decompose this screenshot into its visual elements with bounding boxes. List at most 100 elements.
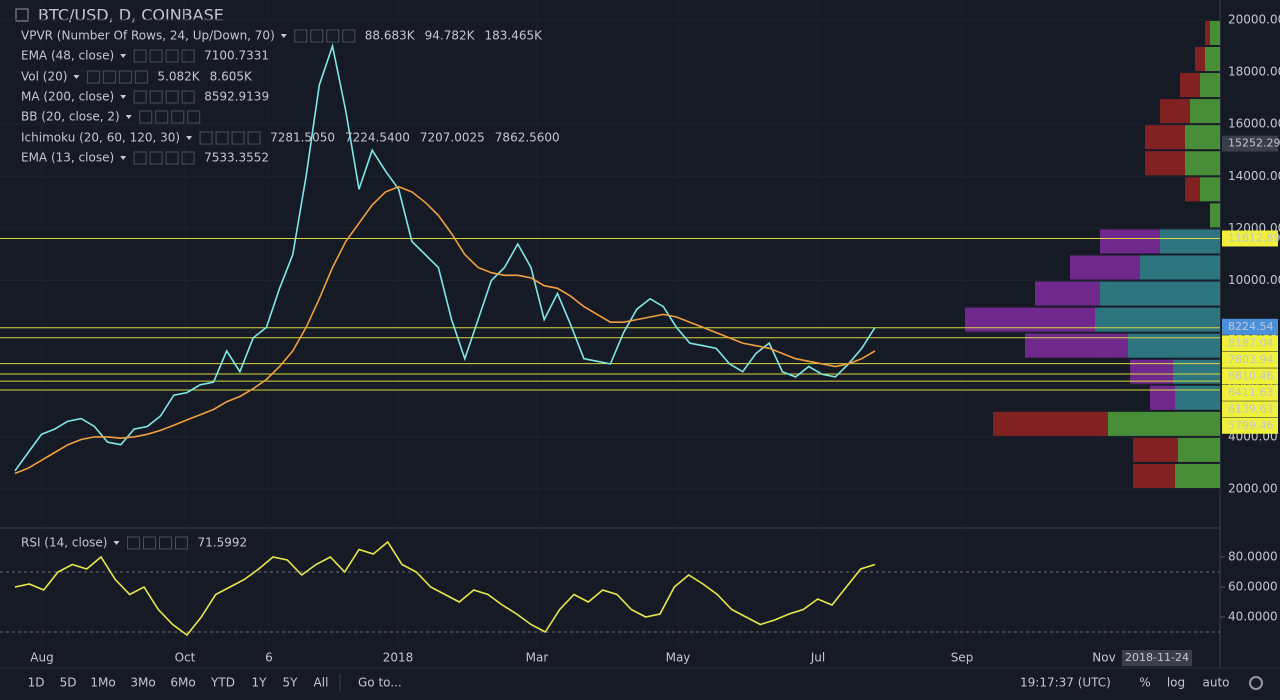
legend-name: EMA (48, close) [21,49,114,63]
rsi-tick-label: 80.0000 [1228,550,1278,564]
legend-icon[interactable] [158,536,172,550]
legend-name: RSI (14, close) [21,536,107,550]
legend-icon[interactable] [134,70,148,84]
legend-readout: 7100.7331 [204,49,269,63]
range-button[interactable]: 5D [60,676,77,690]
profile-down [1070,255,1140,280]
range-button[interactable]: 3Mo [130,676,155,690]
profile-down [1145,125,1185,150]
legend-readout: 7207.0025 [420,131,485,145]
legend-icon[interactable] [326,29,340,43]
legend-icon[interactable] [102,70,116,84]
legend-icon[interactable] [199,131,213,145]
legend-readout: 88.683K [365,29,416,43]
legend-name: Vol (20) [21,70,67,84]
legend-icon[interactable] [139,110,153,124]
range-button[interactable]: YTD [210,676,235,690]
legend-name: Ichimoku (20, 60, 120, 30) [21,131,180,145]
profile-up [1178,437,1220,462]
legend-icon[interactable] [187,110,201,124]
profile-up [1128,333,1220,358]
profile-down [1150,385,1175,410]
legend-icon[interactable] [181,151,195,165]
profile-down [1205,20,1210,45]
time-label: Mar [526,651,549,665]
profile-up [1200,177,1220,202]
legend-arrow[interactable] [186,136,193,140]
range-button[interactable]: 1Y [252,676,268,690]
legend-icon[interactable] [149,49,163,63]
time-label: Sep [951,651,974,665]
range-button[interactable]: 1D [28,676,45,690]
legend-icon[interactable] [165,90,179,104]
legend-name: MA (200, close) [21,90,114,104]
scale-option[interactable]: log [1167,676,1185,690]
legend-icon[interactable] [165,49,179,63]
time-label: Oct [175,651,196,665]
legend-readout: 71.5992 [197,536,247,550]
range-button[interactable]: 1Mo [90,676,115,690]
y-tick-label: 20000.00 [1228,12,1280,26]
price-label-bg [1222,230,1278,247]
legend-arrow[interactable] [73,75,80,79]
y-tick-label: 16000.00 [1228,117,1280,131]
legend-icon[interactable] [149,151,163,165]
legend-icon[interactable] [310,29,324,43]
price-label-bg [1222,135,1278,152]
scale-option[interactable]: auto [1202,676,1229,690]
legend-readout: 5.082K [157,70,200,84]
profile-down [993,411,1108,436]
legend-readout: 183.465K [484,29,543,43]
legend-icon[interactable] [142,536,156,550]
legend-arrow[interactable] [120,54,127,58]
range-button[interactable]: 5Y [283,676,299,690]
legend-icon[interactable] [118,70,132,84]
settings-icon[interactable] [1249,676,1263,690]
legend-name: VPVR (Number Of Rows, 24, Up/Down, 70) [21,29,275,43]
profile-down [1180,73,1200,98]
legend-icon[interactable] [174,536,188,550]
legend-arrow[interactable] [113,541,120,545]
legend-icon[interactable] [215,131,229,145]
range-button[interactable]: All [314,676,329,690]
legend-icon[interactable] [294,29,308,43]
legend-icon[interactable] [149,90,163,104]
y-tick-label: 18000.00 [1228,65,1280,79]
profile-up [1185,151,1220,176]
collapse-icon[interactable] [15,8,29,22]
profile-down [1100,229,1160,254]
legend-arrow[interactable] [125,115,132,119]
price-label: 7803.94 [1228,353,1274,366]
price-label-bg [1222,417,1278,434]
price-label-bg [1222,401,1278,418]
legend-icon[interactable] [133,90,147,104]
profile-up [1160,229,1220,254]
scale-option[interactable]: % [1139,676,1150,690]
profile-down [1145,151,1185,176]
legend-icon[interactable] [126,536,140,550]
legend-arrow[interactable] [280,34,287,38]
legend-icon[interactable] [165,151,179,165]
price-label: 6139.63 [1228,402,1274,415]
legend-arrow[interactable] [120,95,127,99]
legend-icon[interactable] [247,131,261,145]
legend-icon[interactable] [231,131,245,145]
y-tick-label: 10000.00 [1228,273,1280,287]
legend-icon[interactable] [133,49,147,63]
goto-button[interactable]: Go to... [358,676,402,690]
legend-icon[interactable] [171,110,185,124]
profile-up [1210,203,1220,228]
legend-icon[interactable] [181,49,195,63]
profile-down [1035,281,1100,306]
range-button[interactable]: 6Mo [170,676,195,690]
legend-icon[interactable] [181,90,195,104]
y-tick-label: 2000.00 [1228,482,1278,496]
legend-arrow[interactable] [120,156,127,160]
profile-up [1175,385,1220,410]
legend-icon[interactable] [86,70,100,84]
legend-icon[interactable] [155,110,169,124]
legend-icon[interactable] [342,29,356,43]
legend-icon[interactable] [133,151,147,165]
